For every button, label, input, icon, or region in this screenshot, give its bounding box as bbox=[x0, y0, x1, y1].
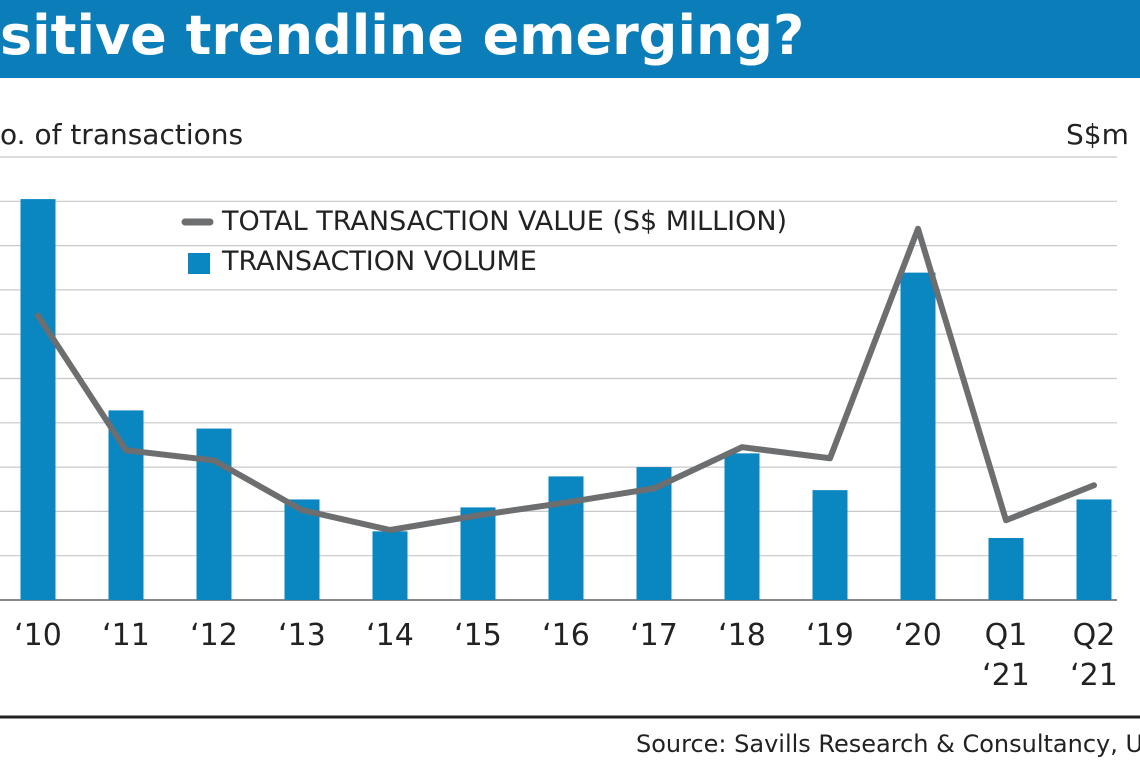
x-tick-label: ‘11 bbox=[102, 618, 150, 653]
legend-label: TRANSACTION VOLUME bbox=[222, 246, 537, 277]
bar bbox=[988, 537, 1024, 600]
y-axis-label: o. of transactions bbox=[0, 118, 244, 151]
x-tick-label: ‘10 bbox=[14, 618, 62, 653]
x-tick-label: ‘16 bbox=[542, 618, 590, 653]
source-note: Source: Savills Research & Consultancy, … bbox=[636, 730, 1140, 758]
bar bbox=[20, 199, 56, 600]
bar bbox=[460, 507, 496, 600]
x-tick-label: ‘19 bbox=[806, 618, 854, 653]
legend-bar-swatch bbox=[188, 253, 210, 274]
chart-title: sitive trendline emerging? bbox=[0, 4, 805, 67]
bar bbox=[196, 428, 232, 600]
bar bbox=[1076, 499, 1112, 600]
y2-axis-label: S$m bbox=[1066, 118, 1129, 151]
bar bbox=[724, 453, 760, 600]
x-tick-label: ‘15 bbox=[454, 618, 502, 653]
bar bbox=[548, 476, 584, 600]
bar bbox=[108, 410, 144, 600]
x-tick-label: ‘13 bbox=[278, 618, 326, 653]
x-tick-label: ‘12 bbox=[190, 618, 238, 653]
x-tick-label: ‘20 bbox=[894, 618, 942, 653]
x-tick-label: Q1 ‘21 bbox=[982, 618, 1030, 693]
bar bbox=[812, 490, 848, 600]
line bbox=[35, 225, 1097, 534]
x-tick-label: ‘14 bbox=[366, 618, 414, 653]
x-tick-label: Q2 ‘21 bbox=[1070, 618, 1118, 693]
title-banner bbox=[0, 0, 1140, 78]
x-tick-label: ‘18 bbox=[718, 618, 766, 653]
bar bbox=[284, 499, 320, 600]
bar bbox=[372, 531, 408, 600]
legend-label: TOTAL TRANSACTION VALUE (S$ MILLION) bbox=[222, 206, 788, 237]
bar bbox=[900, 272, 936, 600]
x-tick-label: ‘17 bbox=[630, 618, 678, 653]
